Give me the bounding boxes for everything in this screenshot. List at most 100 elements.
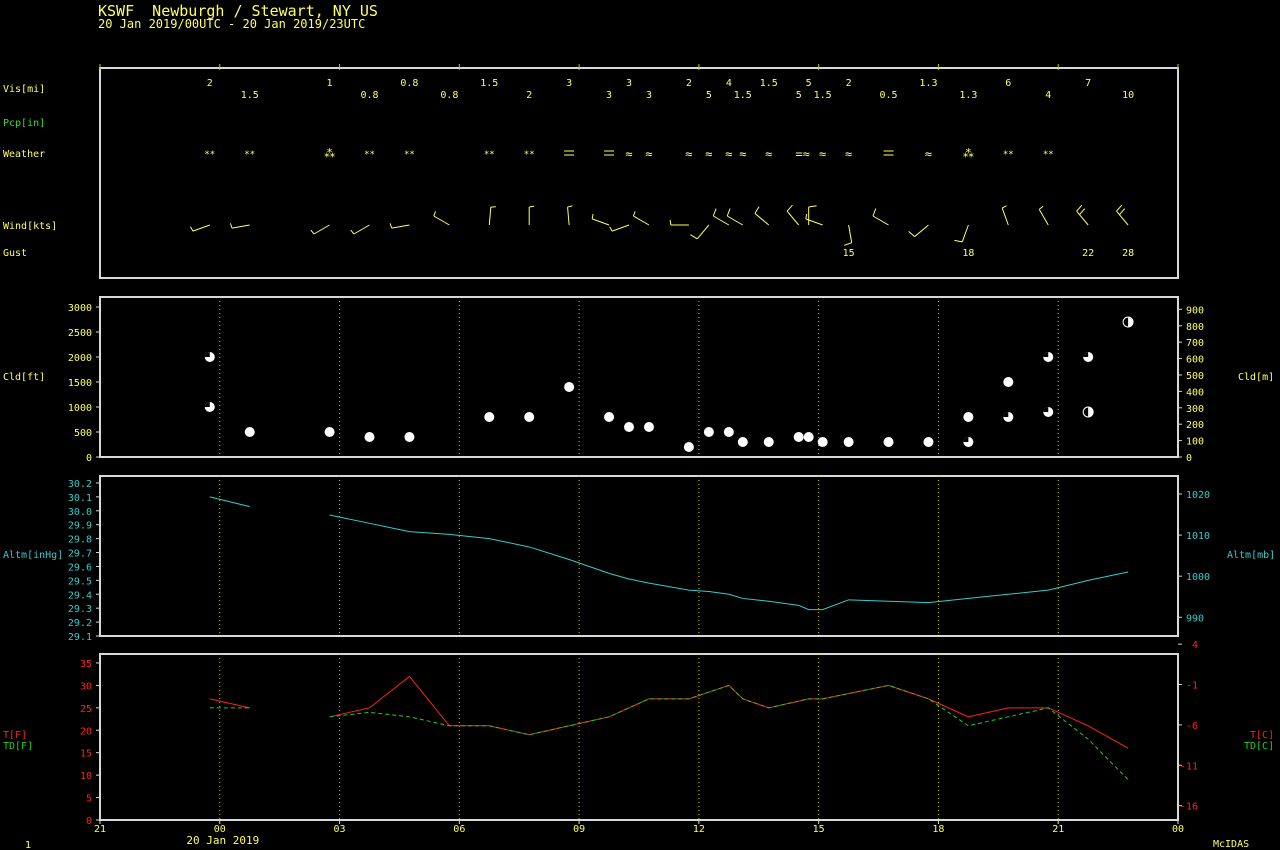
weather-drizzle-symbol: ≈ xyxy=(739,147,746,161)
cloud-overcast-marker xyxy=(643,422,654,432)
cloud-panel: 0 500 1000 1500 2000 2500 3000 0 100 200 300 400 500… xyxy=(3,303,1274,464)
cloud-ytick-right: 100 xyxy=(1186,437,1204,448)
cloud-ytick-right: 900 xyxy=(1186,305,1204,316)
altimeter-ytick-left: 29.7 xyxy=(68,549,92,560)
cloud-broken-cutout xyxy=(1083,352,1089,357)
weather-snow-symbol: ** xyxy=(484,150,495,160)
weather-drizzle-symbol: ≈ xyxy=(819,147,826,161)
wind-barb xyxy=(908,224,929,237)
visibility-value: 0.8 xyxy=(360,90,378,101)
wind-barb xyxy=(632,211,650,226)
visibility-value: 1.5 xyxy=(760,78,778,89)
wind-barb xyxy=(808,205,817,225)
temp-ytick-right: -6 xyxy=(1186,721,1198,732)
altimeter-ytick-left: 29.9 xyxy=(68,521,92,532)
visibility-value: 4 xyxy=(726,78,732,89)
visibility-value: 7 xyxy=(1085,78,1091,89)
cloud-broken-cutout xyxy=(204,352,210,357)
wind-barb xyxy=(567,205,573,226)
weather-drizzle-symbol: ≈ xyxy=(625,147,632,161)
wind-barb xyxy=(954,224,969,243)
wind-barb xyxy=(669,219,689,226)
weather-mist-symbol xyxy=(564,150,575,156)
visibility-value: 3 xyxy=(566,78,572,89)
cloud-ytick-left: 1000 xyxy=(68,403,92,414)
altimeter-ytick-left: 30.2 xyxy=(68,479,92,490)
temp-ytick-right: -1 xyxy=(1186,681,1198,692)
altimeter-ytick-left: 29.2 xyxy=(68,618,92,629)
wind-barb xyxy=(350,224,370,235)
weather-drizzle-symbol: ≈ xyxy=(725,147,732,161)
cloud-ytick-left: 2500 xyxy=(68,328,92,339)
dewpoint-line xyxy=(329,684,1129,780)
visibility-value: 10 xyxy=(1122,90,1134,101)
visibility-value: 3 xyxy=(646,90,652,101)
weather-snow-symbol: ** xyxy=(1003,150,1014,160)
altimeter-ylabel-right: Altm[mb] xyxy=(1227,550,1275,561)
cloud-scattered-fill xyxy=(1128,317,1134,327)
cloud-overcast-marker xyxy=(883,437,894,447)
cloud-ytick-right: 200 xyxy=(1186,420,1204,431)
visibility-value: 3 xyxy=(606,90,612,101)
altimeter-ytick-left: 30.1 xyxy=(68,493,92,504)
visibility-value: 0.5 xyxy=(880,90,898,101)
software-label: McIDAS xyxy=(1213,839,1249,850)
cloud-ytick-right: 0 xyxy=(1186,453,1192,464)
gust-value: 15 xyxy=(843,248,855,259)
weather-drizzle-symbol: ≈ xyxy=(685,147,692,161)
cloud-overcast-marker xyxy=(524,412,535,422)
weather-drizzle-symbol: ≈ xyxy=(705,147,712,161)
temp-ytick-left: 20 xyxy=(80,726,92,737)
altimeter-ytick-left: 29.3 xyxy=(68,604,92,615)
cloud-ytick-right: 700 xyxy=(1186,338,1204,349)
cloud-broken-cutout xyxy=(204,402,210,407)
cloud-ytick-left: 0 xyxy=(86,453,92,464)
altimeter-ytick-left: 29.5 xyxy=(68,576,92,587)
altimeter-panel: 29.1 29.2 29.3 29.4 29.5 29.6 29.7 29.8 29.9 30.0… xyxy=(3,479,1275,643)
altimeter-ytick-right: 1020 xyxy=(1186,490,1210,501)
altimeter-ytick-right: 1000 xyxy=(1186,572,1210,583)
wind-barb xyxy=(1038,205,1049,226)
weather-snow-symbol: ** xyxy=(1043,150,1054,160)
visibility-value: 1 xyxy=(327,78,333,89)
cloud-overcast-marker xyxy=(723,427,734,437)
cloud-overcast-marker xyxy=(364,432,375,442)
tmp-frame xyxy=(99,653,1179,821)
cloud-ytick-left: 2000 xyxy=(68,353,92,364)
altimeter-ytick-left: 29.6 xyxy=(68,562,92,573)
wind-barb xyxy=(805,213,823,226)
cld-frame xyxy=(99,296,1179,458)
altimeter-ytick-left: 29.4 xyxy=(68,590,92,601)
cloud-ytick-right: 300 xyxy=(1186,404,1204,415)
time-range: 20 Jan 2019/00UTC - 20 Jan 2019/23UTC xyxy=(98,17,366,31)
cloud-overcast-marker xyxy=(683,442,694,452)
wind-barb xyxy=(190,224,210,232)
weather-drizzle-symbol: ≈ xyxy=(925,147,932,161)
wind-barb xyxy=(712,208,730,226)
cloud-overcast-marker xyxy=(404,432,415,442)
cloud-overcast-marker xyxy=(803,432,814,442)
row-label-wind: Wind[kts] xyxy=(3,221,57,232)
cloud-overcast-marker xyxy=(737,437,748,447)
cloud-overcast-marker xyxy=(564,382,575,392)
altimeter-line xyxy=(209,496,250,508)
visibility-value: 1.5 xyxy=(241,90,259,101)
wind-barb xyxy=(591,213,610,226)
time-tick-label: 12 xyxy=(693,824,705,835)
cloud-overcast-marker xyxy=(484,412,495,422)
temp-ytick-left: 0 xyxy=(86,816,92,827)
temp-ytick-left: 5 xyxy=(86,794,92,805)
altimeter-line xyxy=(329,514,1129,611)
cloud-ylabel-right: Cld[m] xyxy=(1238,372,1274,383)
weather-mist-symbol xyxy=(604,150,615,156)
time-tick-label: 18 xyxy=(932,824,944,835)
wind-barb xyxy=(389,223,410,229)
cloud-overcast-marker xyxy=(793,432,804,442)
visibility-value: 1.5 xyxy=(480,78,498,89)
wind-barb xyxy=(488,206,496,226)
visibility-value: 5 xyxy=(706,90,712,101)
temperature-line xyxy=(209,698,250,709)
visibility-value: 1.5 xyxy=(814,90,832,101)
cloud-broken-cutout xyxy=(963,437,969,442)
